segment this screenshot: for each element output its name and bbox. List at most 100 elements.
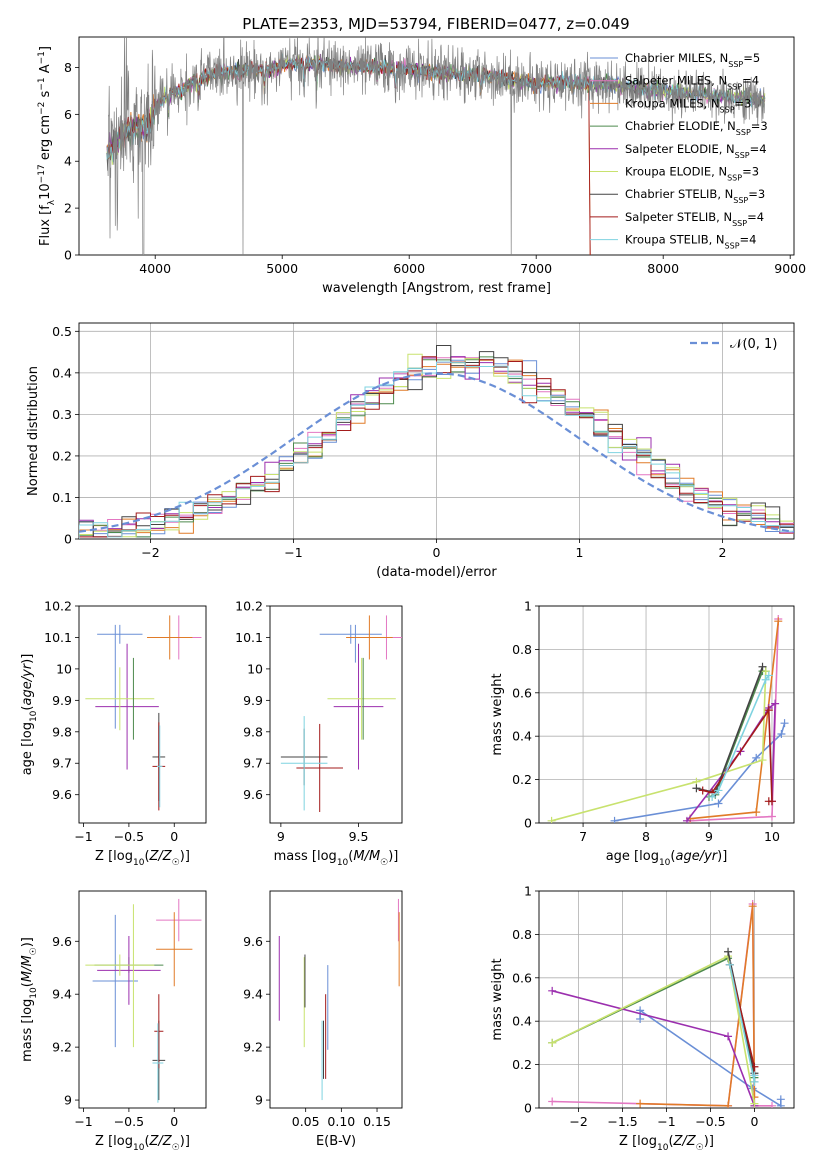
weight_vs_age-marker bbox=[698, 786, 707, 795]
residuals-xtick-label: 0 bbox=[433, 545, 441, 560]
age_vs_Z-points bbox=[85, 615, 202, 811]
weight_vs_age-xtick-label: 9 bbox=[705, 829, 713, 844]
mass_vs_ebv-ytick-label: 9 bbox=[255, 1093, 263, 1108]
age_vs_Z-ytick-label: 10.2 bbox=[44, 599, 72, 614]
weight_vs_Z-xtick-label: 0 bbox=[750, 1114, 758, 1129]
age_vs_Z-xtick-label: −1 bbox=[74, 829, 92, 844]
spectrum-ytick-label: 0 bbox=[64, 248, 72, 263]
weight_vs_Z-xtick-label: −2 bbox=[569, 1114, 587, 1129]
spectrum-legend: Chabrier MILES, NSSP=5 Salpeter MILES, NS… bbox=[590, 51, 768, 250]
weight_vs_Z-marker bbox=[636, 1015, 645, 1024]
spectrum-xtick-label: 6000 bbox=[393, 261, 425, 276]
mass_vs_ebv-xtick-label: 0.15 bbox=[363, 1114, 391, 1129]
weight_vs_Z-ylabel: mass weight bbox=[490, 958, 505, 1040]
weight_vs_Z-marker bbox=[750, 1071, 759, 1080]
legend-entry: Chabrier MILES, NSSP=5 bbox=[625, 51, 760, 69]
weight_vs_Z-ytick-label: 0.2 bbox=[512, 1057, 532, 1072]
weight_vs_Z-ytick-label: 0 bbox=[524, 1101, 532, 1116]
weight_vs_age-marker bbox=[714, 786, 723, 795]
weight_vs_age-marker bbox=[771, 699, 780, 708]
weight_vs_age-marker bbox=[761, 675, 770, 684]
legend-entry: Kroupa STELIB, NSSP=4 bbox=[625, 233, 756, 251]
weight_vs_Z-xtick-label: −0.5 bbox=[695, 1114, 725, 1129]
weight_vs_Z-ytick-label: 1 bbox=[524, 884, 532, 899]
legend-entry: Salpeter ELODIE, NSSP=4 bbox=[625, 142, 767, 160]
age_vs_mass-axes: 9 9.5 9.6 9.7 9.8 9.9 10 10.1 10.2 mass [log10(M/… bbox=[235, 599, 403, 868]
weight_vs_age-ytick-label: 0 bbox=[524, 816, 532, 831]
spectrum-ytick-label: 4 bbox=[64, 154, 72, 169]
spectrum-xtick-label: 9000 bbox=[774, 261, 806, 276]
age_vs_Z-ytick-label: 9.8 bbox=[52, 724, 72, 739]
age_vs_Z-axes: −1 −0.5 0 9.6 9.7 9.8 9.9 10 10.1 10.2 Z [log10(Z/… bbox=[20, 599, 207, 868]
residuals-ytick-label: 0.5 bbox=[52, 324, 72, 339]
weight_vs_age-line bbox=[696, 666, 764, 794]
weight_vs_age-xtick-label: 8 bbox=[642, 829, 650, 844]
age_vs_mass-ytick-label: 9.6 bbox=[243, 787, 263, 802]
weight_vs_Z-xtick-label: −1.5 bbox=[607, 1114, 637, 1129]
age_vs_mass-xlabel: mass [log10(M/M☉)] bbox=[274, 849, 399, 868]
weight_vs_Z-frame bbox=[538, 890, 795, 1109]
weight_vs_age-marker bbox=[752, 808, 761, 817]
weight_vs_age-series bbox=[547, 615, 789, 823]
weight_vs_Z-ytick-label: 0.8 bbox=[512, 927, 532, 942]
age_vs_Z-ytick-label: 10.1 bbox=[44, 630, 72, 645]
weight_vs_Z-ytick-label: 0.6 bbox=[512, 970, 532, 985]
weight_vs_Z-marker bbox=[750, 1099, 759, 1108]
weight_vs_Z-marker bbox=[724, 1032, 733, 1041]
spectrum-xtick-label: 7000 bbox=[520, 261, 552, 276]
age_vs_mass-ytick-label: 9.7 bbox=[243, 756, 263, 771]
weight_vs_Z-ytick-label: 0.4 bbox=[512, 1014, 532, 1029]
residuals-ylabel: Normed distribution bbox=[26, 366, 41, 496]
age_vs_Z-ytick-label: 10 bbox=[56, 661, 72, 676]
weight_vs_Z-marker bbox=[776, 1095, 785, 1104]
age_vs_Z-ylabel: age [log10(age/yr)] bbox=[20, 654, 39, 776]
residuals-hists bbox=[79, 345, 794, 539]
age_vs_Z-ytick-label: 9.9 bbox=[52, 693, 72, 708]
age_vs_Z-ytick-label: 9.7 bbox=[52, 756, 72, 771]
age_vs_mass-points bbox=[280, 615, 402, 812]
spectrum-ytick-label: 8 bbox=[64, 60, 72, 75]
weight_vs_Z-marker bbox=[725, 960, 734, 969]
residuals-ytick-label: 0 bbox=[64, 532, 72, 547]
weight_vs_age-marker bbox=[692, 784, 701, 793]
weight_vs_age-marker bbox=[682, 816, 691, 823]
legend-entry: Kroupa MILES, NSSP=3 bbox=[625, 96, 751, 114]
weight_vs_age-marker bbox=[547, 816, 556, 823]
spectrum-ylabel: Flux [fλ10−17 erg cm−2 s−1 A−1] bbox=[37, 46, 57, 246]
weight_vs_age-marker bbox=[761, 667, 770, 676]
weight_vs_age-xlabel: age [log10(age/yr)] bbox=[606, 849, 728, 868]
mass_vs_Z-frame bbox=[78, 890, 207, 1109]
weight_vs_age-marker bbox=[610, 816, 619, 823]
mass_vs_Z-xtick-label: −0.5 bbox=[114, 1114, 144, 1129]
legend-entry: Kroupa ELODIE, NSSP=3 bbox=[625, 165, 759, 183]
age_vs_mass-xtick-label: 9 bbox=[277, 829, 285, 844]
residuals-xtick-label: 1 bbox=[576, 545, 584, 560]
weight_vs_age-axes: 7 8 9 10 0 0.2 0.4 0.6 0.8 1 age [log10(age/yr)] ma… bbox=[490, 599, 795, 868]
spectrum-ytick-label: 2 bbox=[64, 201, 72, 216]
residuals-gaussian-line bbox=[79, 372, 794, 533]
mass_vs_Z-axes: −1 −0.5 0 9 9.2 9.4 9.6 Z [log10(Z/Z☉)] mass [lo… bbox=[20, 890, 207, 1153]
weight_vs_age-ytick-label: 0.2 bbox=[512, 772, 532, 787]
spectrum-ytick-label: 6 bbox=[64, 107, 72, 122]
mass_vs_Z-ytick-label: 9.4 bbox=[52, 987, 72, 1002]
age_vs_Z-xtick-label: −0.5 bbox=[114, 829, 144, 844]
residuals-xtick-label: 2 bbox=[719, 545, 727, 560]
residuals-frame bbox=[78, 322, 795, 540]
weight_vs_Z-line bbox=[551, 990, 756, 1107]
mass_vs_ebv-xtick-label: 0.05 bbox=[292, 1114, 320, 1129]
weight_vs_age-marker bbox=[764, 706, 773, 715]
weight_vs_age-marker bbox=[780, 719, 789, 728]
weight_vs_age-xtick-label: 7 bbox=[579, 829, 587, 844]
residuals-legend-label: 𝒩(0, 1) bbox=[730, 337, 777, 352]
weight_vs_age-ytick-label: 0.4 bbox=[512, 729, 532, 744]
weight_vs_age-marker bbox=[764, 797, 773, 806]
weight_vs_Z-marker bbox=[548, 986, 557, 995]
residuals-xlabel: (data-model)/error bbox=[376, 565, 497, 580]
age_vs_mass-ytick-label: 10.2 bbox=[235, 599, 263, 614]
age_vs_Z-xlabel: Z [log10(Z/Z☉)] bbox=[95, 849, 190, 868]
figure-title: PLATE=2353, MJD=53794, FIBERID=0477, z=0… bbox=[242, 15, 629, 33]
residuals-xtick-label: −1 bbox=[284, 545, 302, 560]
mass_vs_Z-xtick-label: −1 bbox=[74, 1114, 92, 1129]
mass_vs_ebv-xtick-label: 0.10 bbox=[327, 1114, 355, 1129]
weight_vs_age-line bbox=[711, 674, 770, 798]
